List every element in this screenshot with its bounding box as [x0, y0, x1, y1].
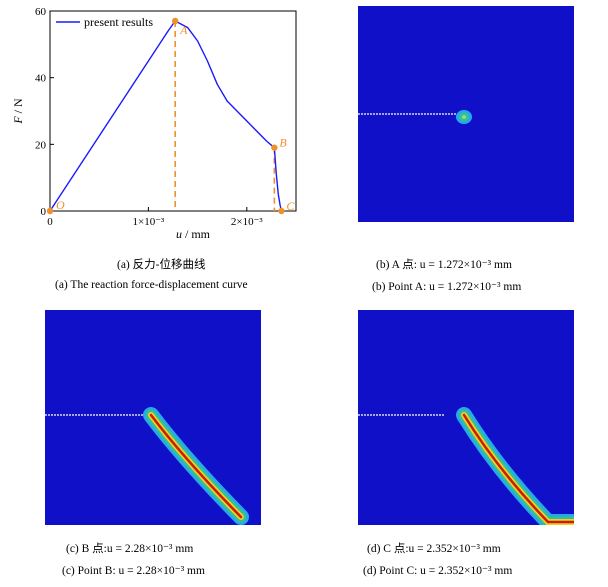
caption-a-cn: (a) 反力-位移曲线 — [117, 259, 206, 271]
caption-c-en: (c) Point B: u = 2.28×10⁻³ mm — [62, 565, 205, 577]
y-tick-label: 0 — [41, 206, 47, 218]
point-o — [46, 207, 54, 215]
caption-b-en: (b) Point A: u = 1.272×10⁻³ mm — [372, 281, 522, 293]
phase-field-c — [358, 310, 574, 525]
caption-c-cn: (c) B 点:u = 2.28×10⁻³ mm — [66, 543, 194, 555]
point-a — [171, 17, 179, 25]
caption-b-cn: (b) A 点: u = 1.272×10⁻³ mm — [376, 259, 512, 271]
caption-d-cn: (d) C 点:u = 2.352×10⁻³ mm — [367, 543, 501, 555]
phase-field-b — [45, 310, 261, 525]
phase-field-a — [358, 6, 574, 222]
crack-path — [149, 413, 243, 519]
x-tick-label: 0 — [47, 216, 53, 228]
y-axis-label: F / N — [11, 98, 25, 125]
point-b — [271, 144, 278, 151]
y-tick-label: 40 — [35, 73, 47, 85]
x-tick-label: 2×10⁻³ — [231, 216, 264, 228]
plot-frame — [49, 10, 297, 212]
x-axis-label: u / mm — [176, 227, 211, 241]
damage-zone-core — [461, 115, 467, 119]
crack-path — [462, 413, 574, 524]
point-label-a: A — [179, 23, 188, 37]
caption-d-en: (d) Point C: u = 2.352×10⁻³ mm — [363, 565, 513, 577]
point-c — [278, 207, 285, 215]
legend-label: present results — [84, 15, 153, 29]
x-tick-label: 1×10⁻³ — [132, 216, 165, 228]
series-line — [49, 20, 283, 212]
y-tick-label: 60 — [35, 6, 47, 18]
point-label-c: C — [286, 199, 295, 213]
y-tick-label: 20 — [35, 139, 47, 151]
caption-a-en: (a) The reaction force-displacement curv… — [55, 279, 248, 291]
force-displacement-chart: 0 20 40 60 0 1×10⁻³ 2×10⁻³ u / mm F / N O A B Cprese… — [11, 6, 297, 241]
point-label-o: O — [56, 198, 65, 212]
point-label-b: B — [279, 136, 287, 150]
